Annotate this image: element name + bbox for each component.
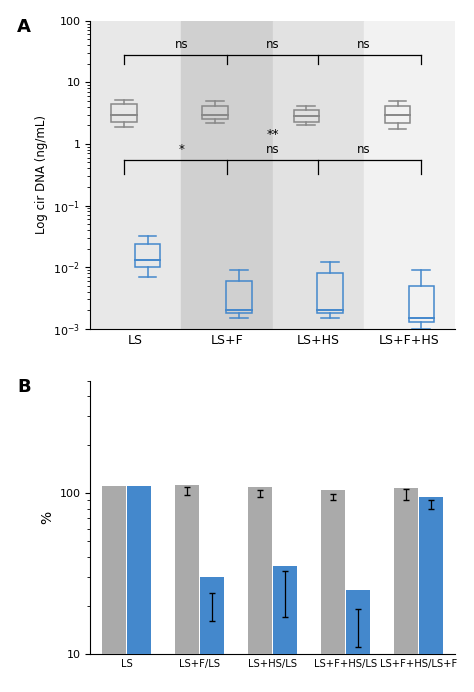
Bar <box>111 104 137 122</box>
Bar <box>181 21 273 329</box>
Bar <box>128 486 151 654</box>
Bar <box>226 281 252 313</box>
Bar <box>201 577 224 654</box>
Text: *: * <box>178 143 184 156</box>
Text: ns: ns <box>266 38 279 51</box>
Bar <box>317 273 343 313</box>
Text: ns: ns <box>357 38 371 51</box>
Text: B: B <box>17 378 31 396</box>
Text: A: A <box>17 18 31 36</box>
Bar <box>202 106 228 120</box>
Y-axis label: %: % <box>40 511 54 524</box>
Bar <box>419 497 443 654</box>
Y-axis label: Log cir DNA (ng/mL): Log cir DNA (ng/mL) <box>35 116 48 234</box>
Bar <box>364 21 455 329</box>
Bar <box>248 487 272 654</box>
Bar <box>102 486 126 654</box>
Bar <box>175 484 199 654</box>
Text: ns: ns <box>174 38 188 51</box>
Bar <box>90 21 181 329</box>
Bar <box>394 488 418 654</box>
Bar <box>346 590 370 654</box>
Text: ns: ns <box>357 143 371 156</box>
Bar <box>293 111 319 122</box>
Text: ns: ns <box>266 143 279 156</box>
Bar <box>273 567 297 654</box>
Bar <box>321 490 345 654</box>
Bar <box>135 244 160 267</box>
Text: **: ** <box>266 129 279 141</box>
Bar <box>385 106 410 123</box>
Bar <box>409 286 434 322</box>
Bar <box>273 21 364 329</box>
